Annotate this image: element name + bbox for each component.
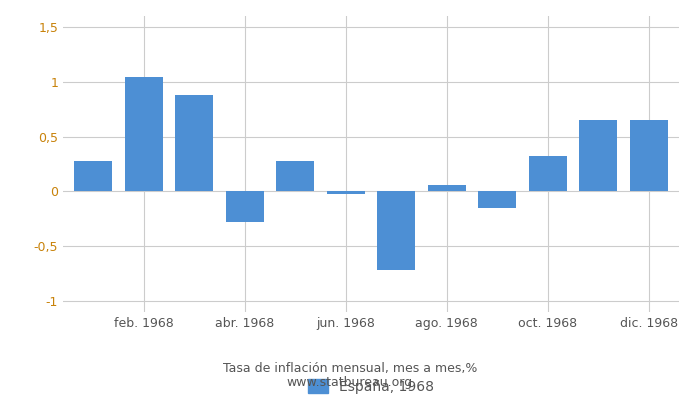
Bar: [327, 192, 365, 194]
Bar: [226, 192, 264, 222]
Legend: España, 1968: España, 1968: [307, 379, 435, 394]
Bar: [276, 161, 314, 192]
Bar: [528, 156, 567, 192]
Bar: [74, 161, 112, 192]
Bar: [580, 120, 617, 192]
Text: Tasa de inflación mensual, mes a mes,%: Tasa de inflación mensual, mes a mes,%: [223, 362, 477, 375]
Bar: [125, 77, 162, 192]
Bar: [478, 192, 516, 208]
Bar: [428, 185, 466, 192]
Bar: [377, 192, 415, 270]
Bar: [175, 95, 214, 192]
Bar: [630, 120, 668, 192]
Text: www.statbureau.org: www.statbureau.org: [287, 376, 413, 389]
